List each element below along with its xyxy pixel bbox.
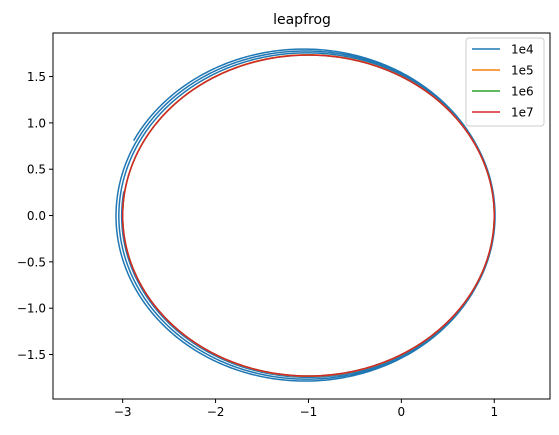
x-tick-label: −1	[300, 405, 318, 419]
y-tick-label: −1.0	[17, 302, 46, 316]
x-tick-label: 1	[490, 405, 498, 419]
chart-title: leapfrog	[273, 12, 331, 28]
x-tick-label: 0	[398, 405, 406, 419]
x-tick-label: −2	[207, 405, 225, 419]
y-tick-label: 0.5	[27, 163, 46, 177]
series-layer	[115, 48, 496, 382]
legend-label-1e7: 1e7	[511, 106, 534, 120]
y-tick-label: −0.5	[17, 255, 46, 269]
legend-label-1e6: 1e6	[511, 85, 534, 99]
legend-box	[465, 37, 545, 127]
y-axis: −1.5 −1.0 −0.5 0.0 0.5 1.0 1.5	[17, 70, 53, 362]
y-tick-label: 1.5	[27, 70, 46, 84]
y-tick-label: −1.5	[17, 348, 46, 362]
legend: 1e4 1e5 1e6 1e7	[465, 37, 545, 127]
series-line-1e7	[121, 54, 496, 377]
y-tick-label: 1.0	[27, 116, 46, 130]
legend-items: 1e4 1e5 1e6 1e7	[472, 43, 534, 120]
legend-label-1e4: 1e4	[511, 43, 534, 57]
y-tick-label: 0.0	[27, 209, 46, 223]
x-axis: −3 −2 −1 0 1	[114, 399, 498, 419]
legend-label-1e5: 1e5	[511, 64, 534, 78]
x-tick-label: −3	[114, 405, 132, 419]
